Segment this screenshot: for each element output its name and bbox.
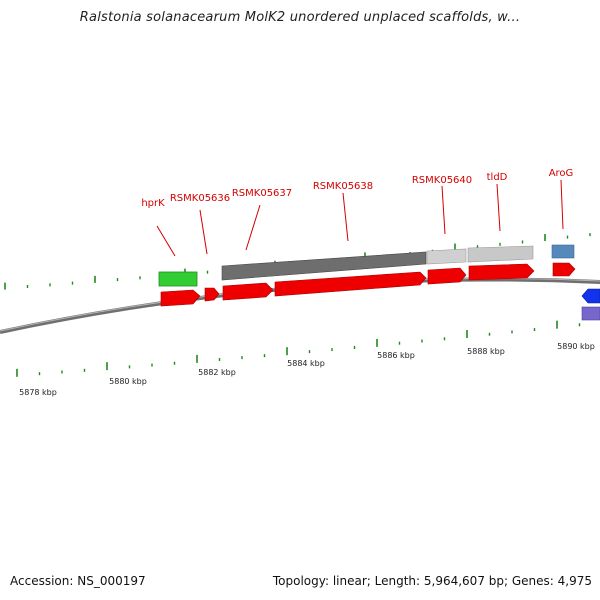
topology-summary: Topology: linear; Length: 5,964,607 bp; … (272, 574, 592, 588)
gene-label-rsmk05636[interactable]: RSMK05636 (170, 193, 230, 204)
cds-arrow-tldd[interactable] (468, 263, 535, 281)
cds-arrow-arog[interactable] (552, 262, 576, 277)
feature-light-gray-2[interactable] (467, 245, 534, 263)
gene-labels: hprK RSMK05636 RSMK05637 RSMK05638 RSMK0… (141, 168, 573, 209)
scale-label-5886: 5886 kbp (377, 351, 415, 360)
cds-arrow-hprk[interactable] (160, 289, 201, 307)
cds-row (160, 262, 576, 307)
gene-label-rsmk05637[interactable]: RSMK05637 (232, 188, 292, 199)
cds-arrow-rsmk05637[interactable] (222, 282, 274, 301)
scale-label-5884: 5884 kbp (287, 359, 325, 368)
gene-label-tldd[interactable]: tldD (487, 172, 508, 183)
cds-arrow-rsmk05636[interactable] (204, 287, 220, 302)
lower-tick-track (16, 320, 581, 377)
feature-steel-blue[interactable] (551, 244, 575, 259)
gene-label-rsmk05638[interactable]: RSMK05638 (313, 181, 373, 192)
feature-purple[interactable] (581, 306, 600, 321)
accession-label: Accession: NS_000197 (10, 574, 146, 588)
feature-row-top (158, 244, 575, 287)
scale-label-5888: 5888 kbp (467, 347, 505, 356)
scale-label-5882: 5882 kbp (198, 368, 236, 377)
feature-green[interactable] (158, 271, 198, 287)
label-leaders (156, 179, 564, 257)
feature-blue-reverse[interactable] (581, 288, 600, 304)
cds-arrow-rsmk05638[interactable] (274, 271, 427, 297)
gene-label-rsmk05640[interactable]: RSMK05640 (412, 175, 472, 186)
scale-label-5878: 5878 kbp (19, 388, 57, 397)
feature-light-gray-1[interactable] (426, 248, 467, 265)
scale-label-5890: 5890 kbp (557, 342, 595, 351)
gene-label-hprk[interactable]: hprK (141, 198, 165, 209)
map-title: Ralstonia solanacearum MolK2 unordered u… (79, 10, 521, 25)
scale-label-5880: 5880 kbp (109, 377, 147, 386)
gene-label-arog[interactable]: AroG (549, 168, 574, 179)
feature-dark-gray[interactable] (221, 251, 427, 281)
scale-labels: 5878 kbp 5880 kbp 5882 kbp 5884 kbp 5886… (19, 342, 595, 397)
cds-arrow-rsmk05640[interactable] (427, 267, 467, 285)
